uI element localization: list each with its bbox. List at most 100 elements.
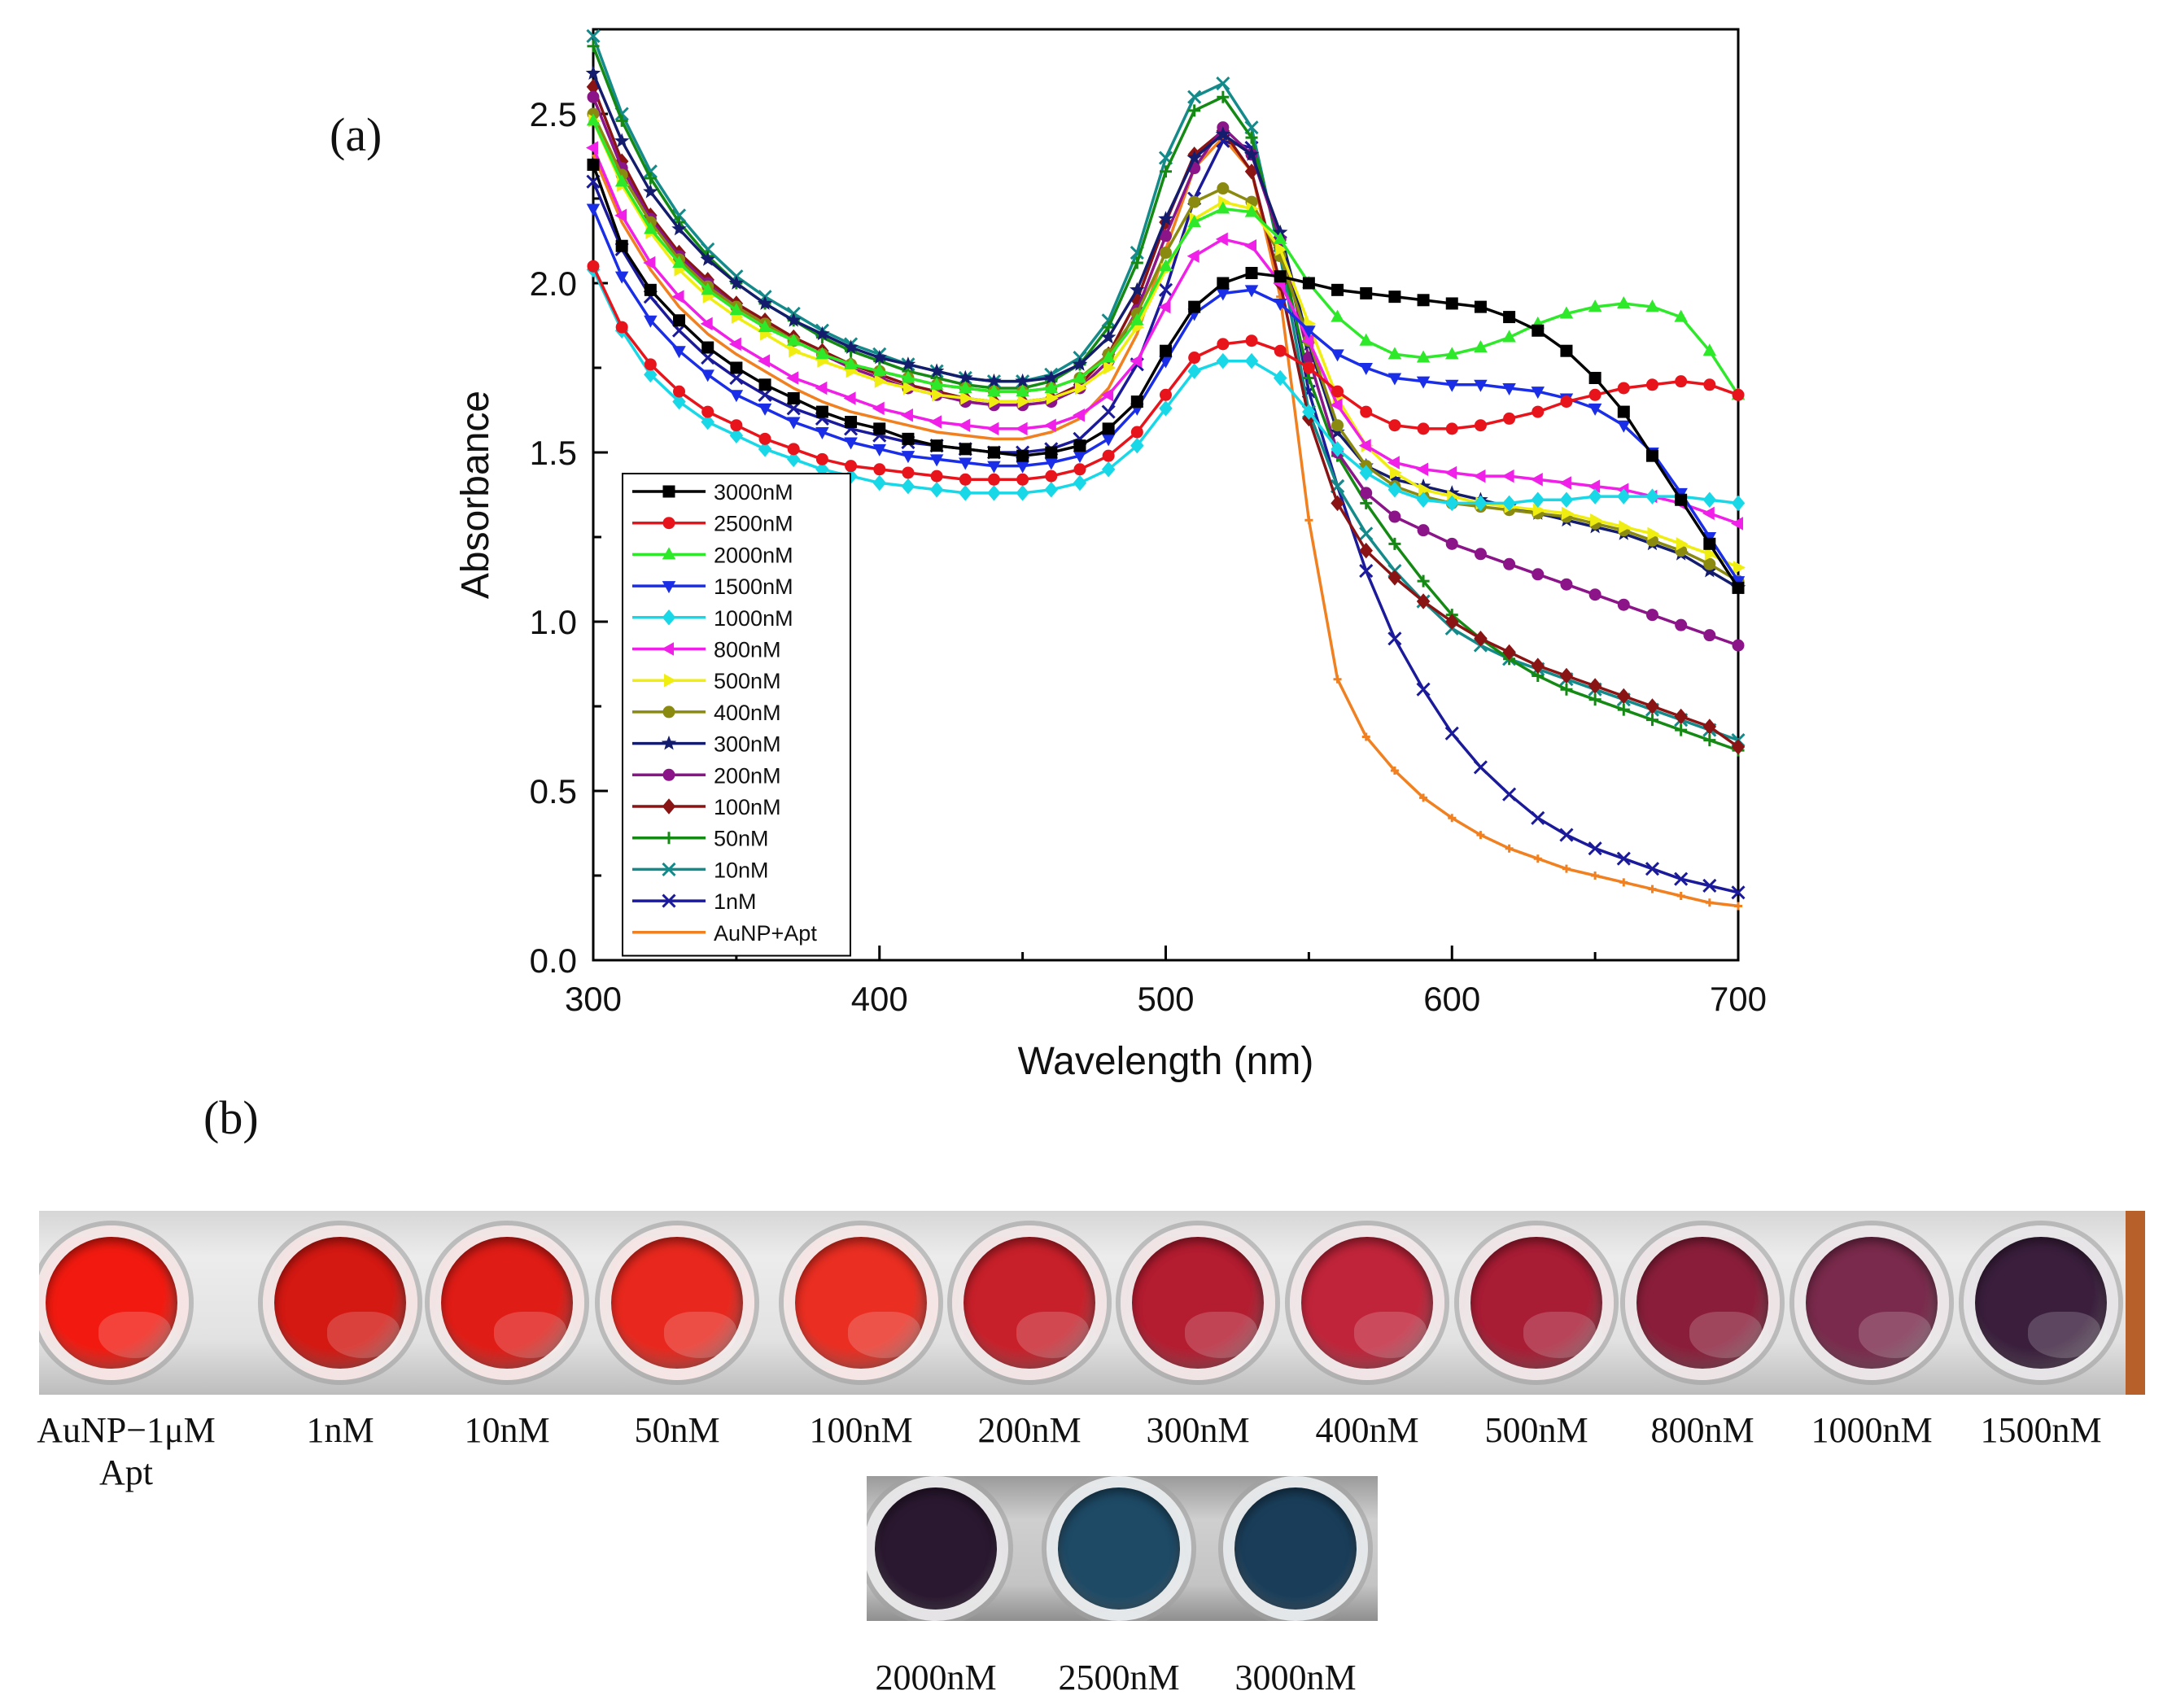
data-point xyxy=(672,393,686,410)
data-point xyxy=(700,251,715,266)
well-label: 500nM xyxy=(1431,1409,1642,1452)
data-point xyxy=(673,385,686,398)
data-point xyxy=(614,271,629,284)
data-point xyxy=(1302,277,1315,290)
data-point xyxy=(1476,831,1485,840)
data-point xyxy=(758,403,772,416)
y-tick-label: 0.0 xyxy=(530,941,577,980)
data-point xyxy=(1016,473,1029,486)
panel-a-label: (a) xyxy=(330,108,382,161)
data-point xyxy=(1331,349,1344,362)
legend-entry: 1500nM xyxy=(632,574,793,599)
data-point xyxy=(958,369,973,385)
data-point xyxy=(1503,412,1516,425)
data-point xyxy=(1588,479,1601,493)
data-point xyxy=(1416,376,1431,389)
data-point xyxy=(1560,683,1573,696)
data-point xyxy=(1358,439,1371,452)
legend-marker xyxy=(662,642,674,656)
data-point xyxy=(872,364,886,377)
data-point xyxy=(728,337,741,352)
data-point xyxy=(1532,405,1545,418)
well-label-line1: 1500nM xyxy=(1980,1410,2102,1450)
data-point xyxy=(900,408,913,422)
data-point xyxy=(1187,90,1202,104)
data-point xyxy=(1676,537,1689,551)
data-point xyxy=(1702,491,1717,508)
well-label: 400nM xyxy=(1261,1409,1473,1452)
data-point xyxy=(614,208,627,223)
well-11 xyxy=(1794,1225,1949,1380)
series-2500nm xyxy=(587,260,1745,486)
data-point xyxy=(587,158,600,171)
data-point xyxy=(1186,249,1199,263)
data-point xyxy=(1330,398,1343,413)
data-point xyxy=(1389,465,1402,480)
x-axis-label: Wavelength (nm) xyxy=(1018,1040,1314,1083)
data-point xyxy=(586,113,601,126)
data-point xyxy=(1387,347,1402,360)
data-point xyxy=(987,461,1001,474)
data-point xyxy=(1645,449,1658,462)
data-point xyxy=(1015,422,1028,436)
well-row2-label: 3000nM xyxy=(1234,1658,1357,1697)
data-point xyxy=(959,380,972,393)
data-point xyxy=(1734,902,1742,911)
data-point xyxy=(671,208,687,223)
data-point xyxy=(1444,465,1457,480)
well-reflection xyxy=(1184,1312,1257,1359)
legend-marker xyxy=(662,581,676,594)
data-point xyxy=(930,470,943,483)
data-point xyxy=(1415,478,1431,493)
data-point xyxy=(843,339,859,354)
data-point xyxy=(1244,204,1259,217)
series-800nm xyxy=(586,141,1743,531)
data-point xyxy=(1387,631,1402,646)
legend-marker xyxy=(662,485,675,498)
data-point xyxy=(929,377,944,390)
data-point xyxy=(1733,561,1746,574)
x-tick-label: 300 xyxy=(565,980,622,1018)
data-point xyxy=(901,451,915,464)
data-point xyxy=(1445,347,1459,360)
data-point xyxy=(643,256,656,270)
data-point xyxy=(1444,485,1460,500)
data-point xyxy=(901,478,915,495)
data-point xyxy=(758,378,771,391)
data-point xyxy=(701,341,714,354)
legend-marker xyxy=(662,832,675,845)
series-3000nm xyxy=(587,158,1745,594)
well-row2-3 xyxy=(1223,1476,1368,1621)
data-point xyxy=(729,427,744,443)
data-point xyxy=(1216,76,1230,91)
data-point xyxy=(1731,739,1746,755)
data-point xyxy=(1474,419,1487,432)
well-2 xyxy=(263,1225,417,1380)
data-point xyxy=(1301,334,1314,347)
data-point xyxy=(1186,150,1202,164)
data-point xyxy=(644,283,657,296)
data-point xyxy=(959,443,972,456)
data-point xyxy=(701,282,714,295)
data-point xyxy=(1558,476,1571,490)
data-point xyxy=(1304,516,1313,525)
legend-entry: 3000nM xyxy=(632,480,793,505)
data-point xyxy=(873,422,886,435)
x-tick-label: 500 xyxy=(1137,980,1194,1018)
data-point xyxy=(1732,388,1745,401)
well-1 xyxy=(39,1225,189,1380)
data-point xyxy=(987,384,1001,397)
data-point xyxy=(1418,483,1431,497)
data-point xyxy=(758,354,771,368)
data-point xyxy=(815,452,828,465)
legend-entry: 10nM xyxy=(632,858,769,882)
data-point xyxy=(1359,542,1373,559)
data-point xyxy=(1645,714,1658,727)
data-point xyxy=(1532,503,1545,517)
data-point xyxy=(1675,618,1688,631)
well-label: 10nM xyxy=(401,1409,613,1452)
data-point xyxy=(1302,325,1316,339)
data-point xyxy=(1331,419,1344,432)
data-point xyxy=(1102,422,1115,435)
data-point xyxy=(1387,373,1402,386)
